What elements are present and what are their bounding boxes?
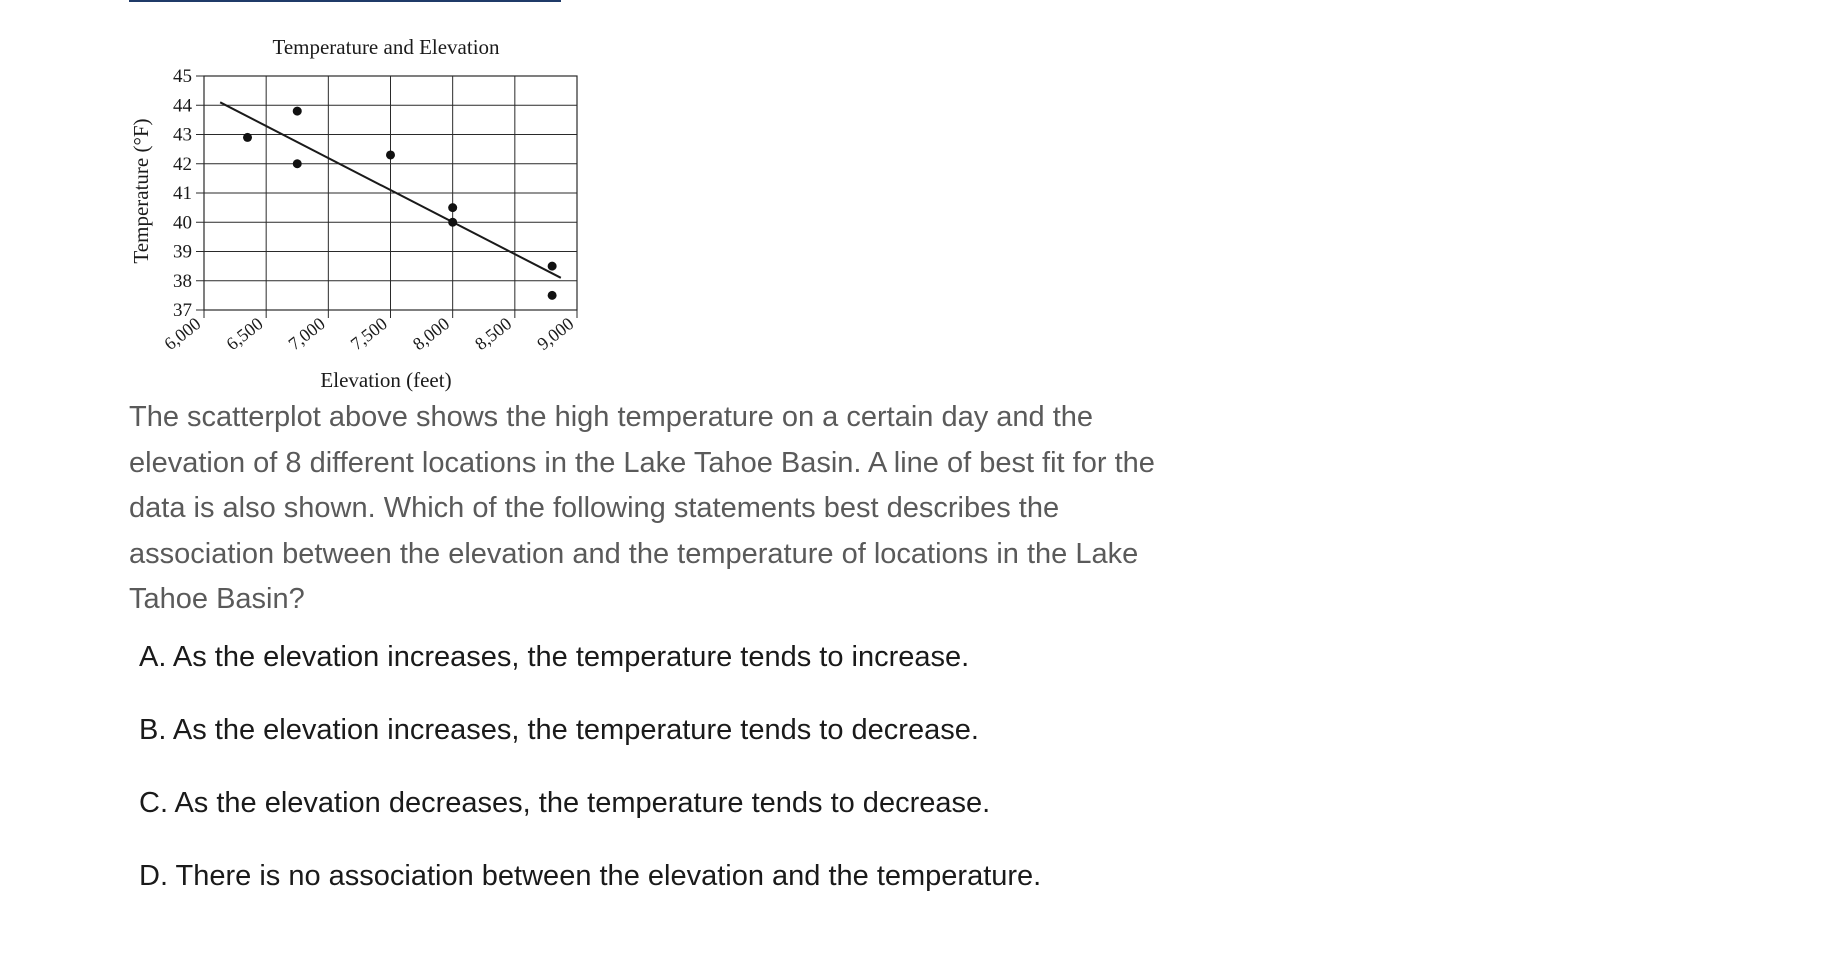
data-point [243, 132, 253, 142]
choice-c[interactable]: C. As the elevation decreases, the tempe… [139, 787, 991, 819]
data-point [547, 261, 557, 271]
data-point [547, 290, 557, 300]
answer-choices: A. As the elevation increases, the tempe… [139, 640, 1041, 932]
best-fit-line [219, 101, 562, 279]
question-text: The scatterplot above shows the high tem… [129, 401, 1155, 615]
data-point [448, 203, 458, 213]
x-tick-label: 6,500 [222, 313, 266, 354]
data-point [386, 150, 395, 160]
choice-d[interactable]: D. There is no association between the e… [139, 860, 1042, 892]
scatterplot-chart: Temperature and Elevation Elevation (fee… [129, 35, 578, 392]
y-tick-label: 40 [173, 212, 192, 233]
chart-grid [203, 75, 578, 311]
data-point [292, 159, 302, 169]
best-fit-line-group [219, 101, 562, 279]
y-tick-label: 37 [173, 300, 192, 321]
header-divider [129, 0, 561, 2]
y-tick-label: 43 [173, 125, 192, 146]
x-tick-label: 8,500 [471, 313, 515, 354]
data-points [243, 106, 557, 300]
chart-title: Temperature and Elevation [272, 35, 500, 59]
y-tick-label: 41 [173, 183, 192, 204]
x-tick-label: 8,000 [409, 313, 453, 354]
choice-a[interactable]: A. As the elevation increases, the tempe… [139, 641, 970, 673]
y-axis-label: Temperature (°F) [129, 118, 153, 263]
y-tick-label: 38 [173, 271, 192, 292]
choice-b[interactable]: B. As the elevation increases, the tempe… [139, 714, 979, 746]
x-tick-label: 7,000 [285, 313, 329, 354]
data-point [292, 106, 302, 116]
y-tick-label: 45 [173, 66, 192, 87]
y-tick-label: 44 [173, 95, 193, 116]
y-tick-label: 39 [173, 242, 192, 263]
x-axis-label: Elevation (feet) [320, 368, 451, 392]
data-point [448, 217, 458, 227]
y-tick-label: 42 [173, 154, 192, 175]
x-tick-label: 7,500 [347, 313, 391, 354]
x-tick-label: 9,000 [533, 313, 577, 354]
